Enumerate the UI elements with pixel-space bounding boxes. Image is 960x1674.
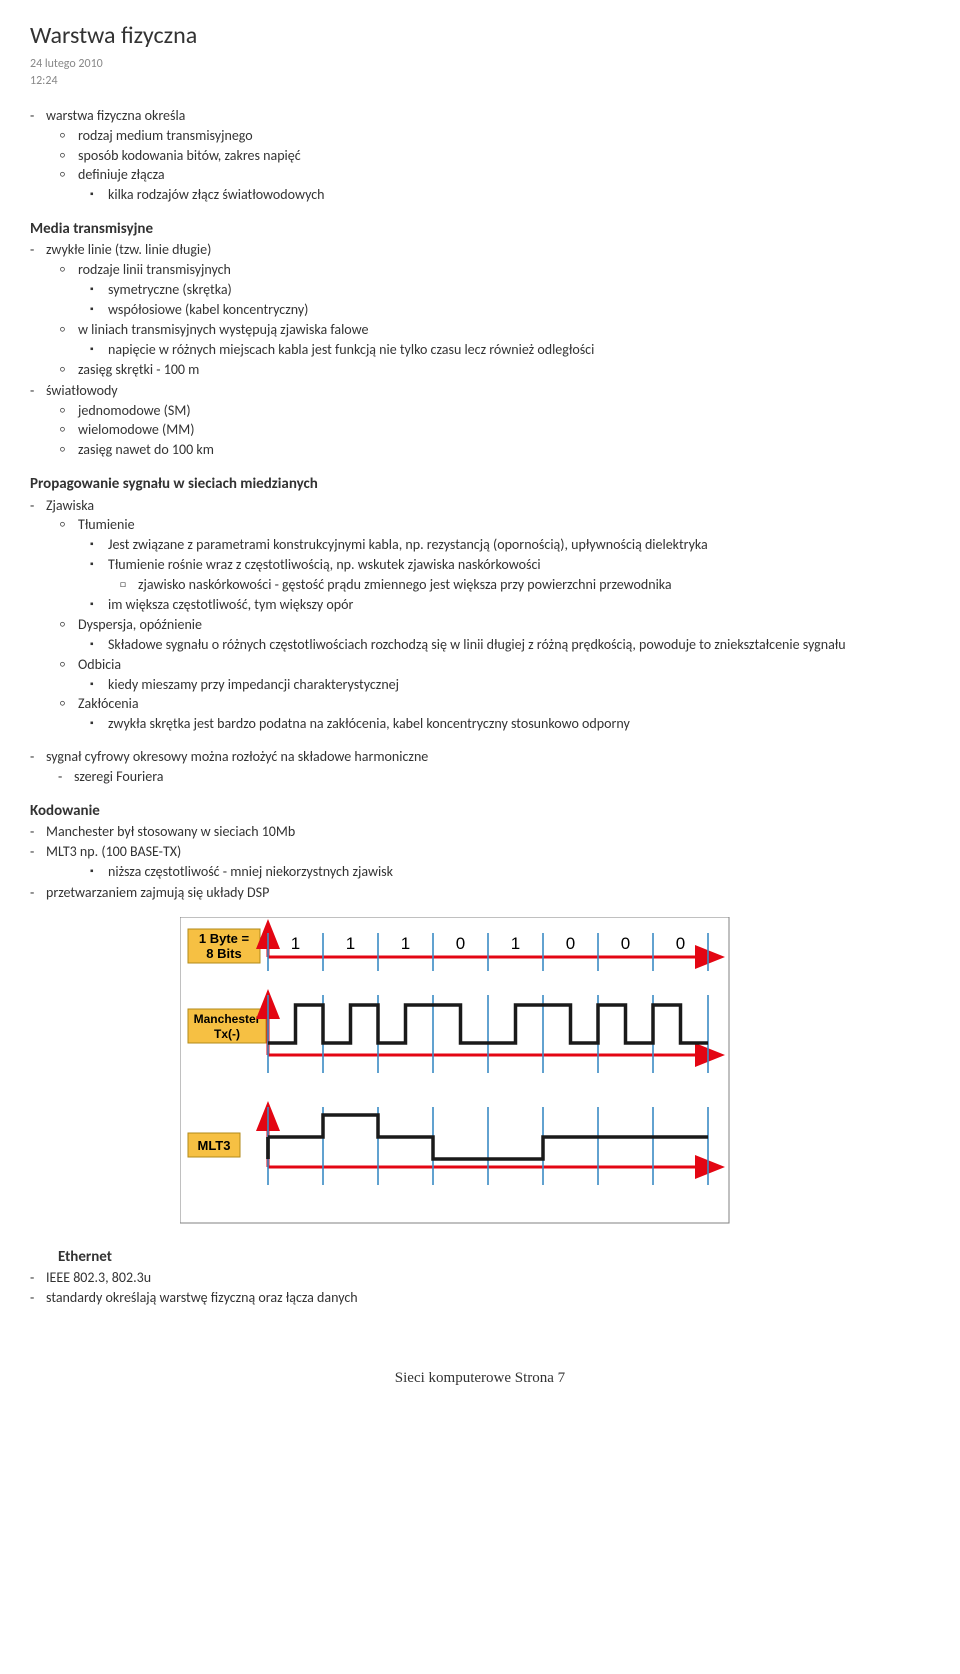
list-item: rodzaj medium transmisyjnego <box>60 127 930 146</box>
list-item: Zakłócenia <box>60 695 930 714</box>
encoding-diagram: 1 Byte =8 Bits 1 1 1 0 1 0 0 0 ManchesterTx(-) MLT… <box>180 917 930 1233</box>
list-item: zwykła skrętka jest bardzo podatna na za… <box>90 715 930 734</box>
list-item: IEEE 802.3, 802.3u <box>30 1269 930 1288</box>
section-intro: warstwa fizyczna określa <box>30 107 930 126</box>
list-item: niższa częstotliwość - mniej niekorzystn… <box>90 863 930 882</box>
list-item: Odbicia <box>60 656 930 675</box>
list-item: Tłumienie <box>60 516 930 535</box>
list-item: Jest związane z parametrami konstrukcyjn… <box>90 536 930 555</box>
svg-text:1 Byte =: 1 Byte = <box>199 931 250 946</box>
list-item: im większa częstotliwość, tym większy op… <box>90 596 930 615</box>
list-item: Składowe sygnału o różnych częstotliwośc… <box>90 636 930 655</box>
diagram-svg: 1 Byte =8 Bits 1 1 1 0 1 0 0 0 ManchesterTx(-) MLT… <box>180 917 740 1227</box>
list-item: napięcie w różnych miejscach kabla jest … <box>90 341 930 360</box>
list-item: Dyspersja, opóźnienie <box>60 616 930 635</box>
svg-text:8 Bits: 8 Bits <box>206 946 241 961</box>
list-item: warstwa fizyczna określa <box>30 107 930 126</box>
list-item: definiuje złącza <box>60 166 930 185</box>
svg-text:Tx(-): Tx(-) <box>214 1027 240 1041</box>
list-item: sygnał cyfrowy okresowy można rozłożyć n… <box>30 748 930 767</box>
list-item: jednomodowe (SM) <box>60 402 930 421</box>
svg-text:Manchester: Manchester <box>194 1012 261 1026</box>
list-item: kilka rodzajów złącz światłowodowych <box>90 186 930 205</box>
list-item: szeregi Fouriera <box>58 768 930 787</box>
section-heading: Media transmisyjne <box>30 219 930 239</box>
list-item: rodzaje linii transmisyjnych <box>60 261 930 280</box>
svg-text:0: 0 <box>676 934 685 953</box>
svg-text:MLT3: MLT3 <box>198 1138 231 1153</box>
list-item: sposób kodowania bitów, zakres napięć <box>60 147 930 166</box>
list-item: zasięg skrętki - 100 m <box>60 361 930 380</box>
list-item: Tłumienie rośnie wraz z częstotliwością,… <box>90 556 930 575</box>
list-item: Manchester był stosowany w sieciach 10Mb <box>30 823 930 842</box>
svg-text:1: 1 <box>346 934 355 953</box>
list-item: współosiowe (kabel koncentryczny) <box>90 301 930 320</box>
page-title: Warstwa fizyczna <box>30 20 930 52</box>
svg-text:0: 0 <box>566 934 575 953</box>
list-item: MLT3 np. (100 BASE-TX) <box>30 843 930 862</box>
svg-text:1: 1 <box>291 934 300 953</box>
list-item: wielomodowe (MM) <box>60 421 930 440</box>
list-item: zwykłe linie (tzw. linie długie) <box>30 241 930 260</box>
section-heading: Propagowanie sygnału w sieciach miedzian… <box>30 474 930 494</box>
svg-text:1: 1 <box>511 934 520 953</box>
svg-text:1: 1 <box>401 934 410 953</box>
list-item: przetwarzaniem zajmują się układy DSP <box>30 884 930 903</box>
list-item: światłowody <box>30 382 930 401</box>
list-item: standardy określają warstwę fizyczną ora… <box>30 1289 930 1308</box>
list-item: Zjawiska <box>30 497 930 516</box>
list-item: kiedy mieszamy przy impedancji charakter… <box>90 676 930 695</box>
list-item: symetryczne (skrętka) <box>90 281 930 300</box>
section-heading: Kodowanie <box>30 801 930 821</box>
section-heading: Ethernet <box>58 1247 930 1267</box>
list-item: w liniach transmisyjnych występują zjawi… <box>60 321 930 340</box>
svg-text:0: 0 <box>621 934 630 953</box>
page-footer: Sieci komputerowe Strona 7 <box>30 1368 930 1388</box>
date-meta: 24 lutego 2010 12:24 <box>30 56 930 88</box>
list-item: zasięg nawet do 100 km <box>60 441 930 460</box>
time: 12:24 <box>30 74 58 88</box>
svg-text:0: 0 <box>456 934 465 953</box>
list-item: zjawisko naskórkowości - gęstość prądu z… <box>120 576 930 595</box>
date: 24 lutego 2010 <box>30 57 103 71</box>
